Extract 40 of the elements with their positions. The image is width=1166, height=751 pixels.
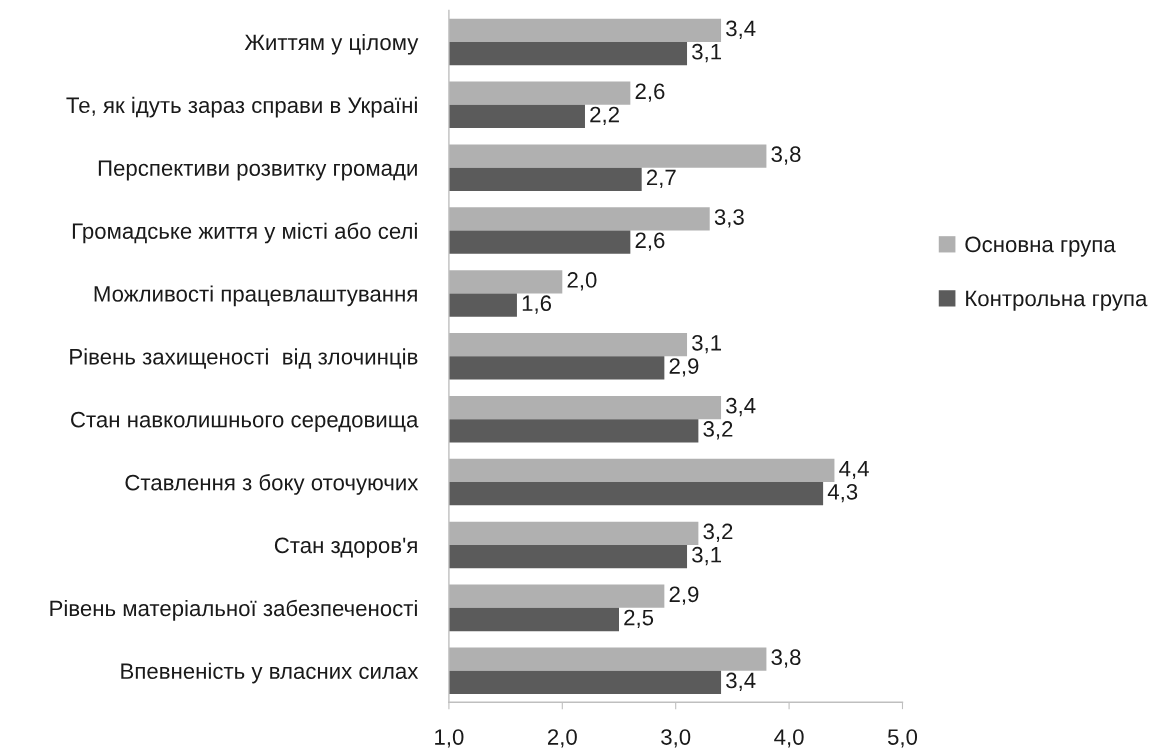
data-label: 3,1 — [692, 546, 722, 566]
y-tick-label: Перспективи розвитку громади — [98, 160, 417, 181]
data-label: 3,8 — [771, 649, 801, 668]
data-label: 2,5 — [624, 609, 654, 629]
data-label: 3,2 — [703, 523, 733, 542]
data-label: 3,4 — [726, 672, 756, 691]
legend-label: Основна група — [965, 236, 1116, 257]
y-tick-label: Впевненість у власних силах — [121, 662, 419, 684]
data-label: 2,9 — [669, 586, 699, 605]
x-tick-label: 2,0 — [547, 729, 577, 748]
data-label: 2,6 — [635, 232, 665, 251]
x-tick-label: 1,0 — [435, 729, 464, 748]
data-label: 2,6 — [635, 83, 665, 102]
y-tick-label: Стан навколишнього середовища — [71, 411, 419, 432]
x-tick-label: 4,0 — [774, 729, 804, 748]
y-tick-label: Громадське життя у місті або селі — [72, 222, 417, 244]
data-label: 3,4 — [726, 397, 756, 417]
y-tick-label: Життям у цілому — [244, 33, 419, 55]
data-label: 3,2 — [703, 421, 733, 440]
y-tick-label: Те, як ідуть зараз справи в Україні — [66, 96, 417, 118]
data-label: 3,3 — [714, 209, 744, 228]
y-tick-label: Рівень захищеності від злочинців — [70, 348, 418, 369]
data-label: 1,6 — [522, 295, 552, 314]
data-label: 2,9 — [669, 358, 699, 377]
data-label: 4,4 — [839, 460, 869, 480]
legend-label: Контрольна група — [966, 290, 1148, 311]
x-tick-label: 3,0 — [661, 729, 691, 748]
data-label: 2,2 — [590, 106, 619, 126]
data-label: 3,4 — [726, 20, 756, 39]
y-tick-label: Ставлення з боку оточуючих — [125, 473, 419, 495]
data-label: 3,1 — [692, 334, 722, 354]
data-label: 2,7 — [646, 169, 676, 188]
x-tick-label: 5,0 — [887, 729, 918, 748]
y-tick-label: Рівень матеріальної забезпеченості — [50, 599, 417, 621]
y-tick-label: Стан здоров'я — [274, 537, 417, 558]
data-label: 3,1 — [692, 43, 722, 63]
data-label: 2,0 — [567, 272, 597, 291]
data-label: 3,8 — [771, 146, 801, 165]
data-label: 4,3 — [827, 483, 858, 503]
y-tick-label: Можливості працевлаштування — [94, 285, 417, 307]
